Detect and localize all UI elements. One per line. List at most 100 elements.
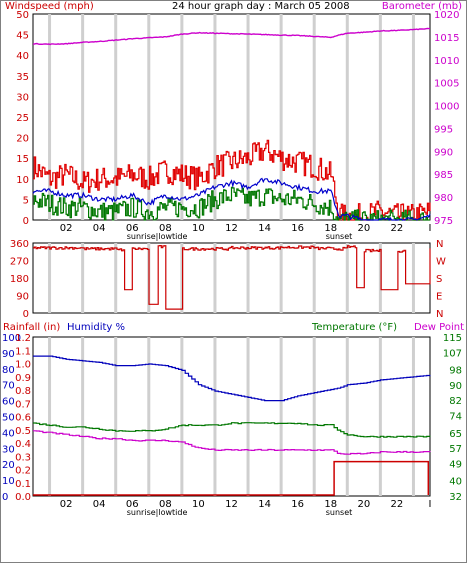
- wind-tick-label: 20: [16, 134, 29, 145]
- rain-tick-label: 0.6: [15, 413, 31, 424]
- x-tick-label: 12: [225, 499, 238, 510]
- compass-label: N: [436, 239, 443, 250]
- wind-baro-panel: 0510152025303540455097598098599099510001…: [16, 10, 459, 241]
- rainfall-line: [33, 460, 430, 496]
- temp-tick-label: 57: [449, 444, 462, 455]
- temperature-line: [33, 422, 431, 438]
- wind-direction-line: [33, 245, 431, 310]
- direction-tick-label: 360: [10, 239, 29, 250]
- baro-tick-label: 1020: [434, 10, 459, 21]
- rain-tick-label: 0.7: [15, 399, 31, 410]
- x-tick-label: 10: [192, 499, 205, 510]
- humidity-axis-label: Humidity %: [67, 322, 125, 333]
- x-tick-label: 14: [258, 223, 271, 234]
- baro-tick-label: 985: [434, 170, 453, 181]
- wind-avg-line: [32, 177, 431, 222]
- x-tick-label: 04: [93, 499, 106, 510]
- wind-tick-label: 30: [16, 92, 29, 103]
- x-tick-label: 04: [93, 223, 106, 234]
- rain-tick-label: 1.1: [15, 346, 31, 357]
- dewpoint-line: [33, 430, 431, 455]
- rain-tick-label: 0.2: [15, 466, 31, 477]
- baro-tick-label: 980: [434, 193, 453, 204]
- rainfall-axis-label: Rainfall (in): [3, 322, 60, 333]
- x-tick-label: 22: [391, 223, 404, 234]
- sunrise-lowtide-label: sunrise|lowtide: [127, 232, 188, 241]
- dewpoint-axis-label: Dew Point: [414, 322, 464, 333]
- temp-tick-label: 49: [449, 459, 462, 470]
- direction-tick-label: 90: [16, 292, 29, 303]
- temp-tick-label: 90: [449, 381, 462, 392]
- rain-tick-label: 0.0: [15, 492, 31, 503]
- humidity-tick-label: 20: [2, 460, 15, 471]
- x-tick-label: 18: [324, 223, 337, 234]
- x-tick-label: 06: [126, 223, 139, 234]
- baro-tick-label: 1000: [434, 102, 459, 113]
- humidity-tick-label: 10: [2, 476, 15, 487]
- windspeed-line: [33, 139, 431, 221]
- temp-tick-label: 65: [449, 429, 462, 440]
- x-tick-label: 08: [159, 223, 172, 234]
- x-tick-label: 10: [192, 223, 205, 234]
- wind-tick-label: 15: [16, 154, 29, 165]
- windspeed-axis-label: Windspeed (mph): [5, 1, 94, 12]
- compass-label: W: [436, 257, 446, 268]
- humidity-tick-label: 90: [2, 349, 15, 360]
- humidity-tick-label: 40: [2, 428, 15, 439]
- temp-tick-label: 98: [449, 366, 462, 377]
- barometer-axis-label: Barometer (mb): [382, 1, 462, 12]
- baro-tick-label: 975: [434, 216, 453, 227]
- wind-tick-label: 40: [16, 51, 29, 62]
- wind-tick-label: 35: [16, 72, 29, 83]
- wind-tick-label: 5: [23, 195, 29, 206]
- wind-tick-label: 0: [23, 216, 29, 227]
- rain-tick-label: 0.8: [15, 386, 31, 397]
- x-tick-label: 20: [357, 499, 370, 510]
- direction-tick-label: 270: [10, 257, 29, 268]
- compass-label: E: [436, 292, 442, 303]
- compass-label: S: [436, 274, 442, 285]
- sunset-label: sunset: [326, 232, 353, 241]
- x-tick-label: 08: [159, 499, 172, 510]
- plot-area-2: [32, 242, 431, 314]
- rain-tick-label: 1.0: [15, 360, 31, 371]
- wind-low-line: [33, 186, 430, 221]
- wind-tick-label: 50: [16, 10, 29, 21]
- x-tick-label: 22: [391, 499, 404, 510]
- rain-tick-label: 0.5: [15, 426, 31, 437]
- x-tick-label: I: [429, 223, 432, 234]
- direction-tick-label: 0: [23, 309, 29, 320]
- temp-tick-label: 82: [449, 396, 462, 407]
- x-tick-label: I: [429, 499, 432, 510]
- wind-tick-label: 10: [16, 175, 29, 186]
- x-tick-label: 02: [60, 499, 73, 510]
- humidity-tick-label: 70: [2, 381, 15, 392]
- humidity-tick-label: 60: [2, 397, 15, 408]
- temp-tick-label: 115: [443, 333, 462, 344]
- x-tick-label: 16: [291, 223, 304, 234]
- rain-tick-label: 0.3: [15, 452, 31, 463]
- temperature-axis-label: Temperature (°F): [311, 322, 397, 333]
- x-tick-label: 18: [324, 499, 337, 510]
- plot-area-3: [32, 336, 431, 497]
- x-tick-label: 14: [258, 499, 271, 510]
- direction-tick-label: 180: [10, 274, 29, 285]
- temp-tick-label: 107: [443, 348, 462, 359]
- humidity-tick-label: 0: [2, 492, 8, 503]
- barometer-line: [33, 27, 430, 46]
- wind-tick-label: 25: [16, 113, 29, 124]
- baro-tick-label: 1015: [434, 33, 459, 44]
- baro-tick-label: 1005: [434, 79, 459, 90]
- chart-title: 24 hour graph day : March 05 2008: [172, 1, 350, 12]
- baro-tick-label: 995: [434, 124, 453, 135]
- wind-tick-label: 45: [16, 31, 29, 42]
- baro-tick-label: 1010: [434, 56, 459, 67]
- humidity-tick-label: 80: [2, 365, 15, 376]
- rain-tick-label: 1.2: [15, 333, 31, 344]
- temp-tick-label: 74: [449, 412, 462, 423]
- x-tick-label: 12: [225, 223, 238, 234]
- baro-tick-label: 990: [434, 147, 453, 158]
- sunset-label: sunset: [326, 508, 353, 517]
